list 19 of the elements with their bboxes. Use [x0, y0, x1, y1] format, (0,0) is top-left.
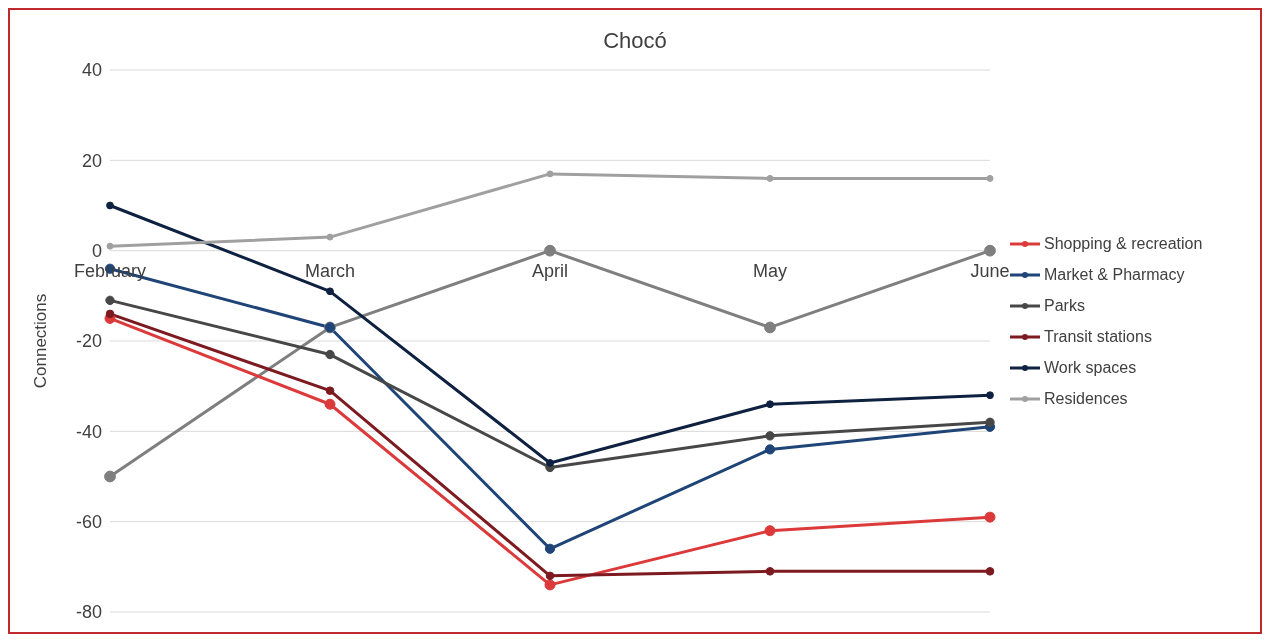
chart-title: Chocó [602, 28, 668, 54]
legend-label: Parks [1044, 296, 1085, 315]
y-tick-label: -60 [75, 512, 102, 533]
y-tick-label: -40 [75, 421, 102, 442]
y-axis-title: Connections [31, 293, 51, 389]
x-tick-label: April [531, 260, 569, 281]
legend-label: Transit stations [1044, 327, 1152, 346]
y-tick-label: -80 [75, 602, 102, 623]
y-tick-label: 0 [91, 241, 102, 262]
legend-label: Work spaces [1044, 358, 1137, 377]
y-tick-label: 20 [81, 150, 102, 171]
legend-label: Shopping & recreation [1044, 234, 1203, 253]
x-tick-label: May [752, 260, 788, 281]
x-tick-label: June [970, 260, 1010, 281]
y-tick-label: 40 [81, 60, 102, 81]
y-tick-label: -20 [75, 331, 102, 352]
x-tick-label: March [304, 260, 356, 281]
legend-label: Residences [1044, 389, 1128, 408]
legend-label: Market & Pharmacy [1044, 265, 1185, 284]
